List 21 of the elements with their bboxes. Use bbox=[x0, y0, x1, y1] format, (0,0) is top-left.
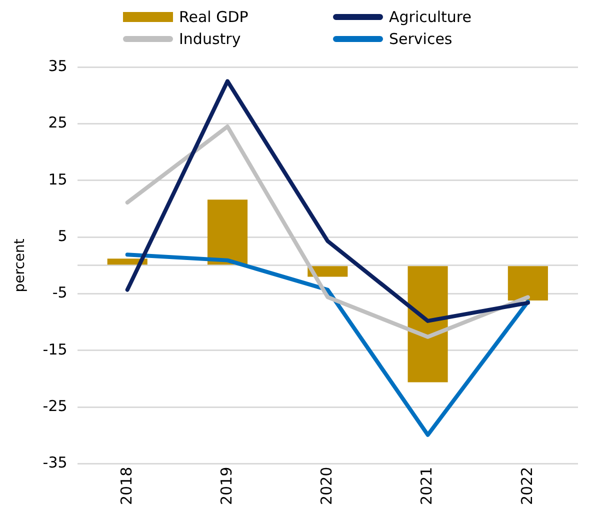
legend-label: Agriculture bbox=[389, 8, 472, 26]
legend-label: Services bbox=[389, 30, 452, 48]
y-tick-label: 15 bbox=[48, 170, 68, 188]
x-tick-label: 2022 bbox=[518, 466, 536, 506]
y-tick-label: 5 bbox=[58, 226, 68, 245]
bar bbox=[508, 266, 548, 301]
x-tick-label: 2021 bbox=[418, 466, 436, 506]
y-tick-label: 25 bbox=[48, 114, 68, 132]
x-tick-label: 2018 bbox=[117, 466, 136, 506]
y-tick-label: -5 bbox=[52, 284, 68, 302]
y-tick-label: -25 bbox=[42, 397, 68, 416]
y-tick-label: -35 bbox=[42, 454, 68, 472]
bar bbox=[408, 266, 448, 382]
bar bbox=[207, 200, 248, 265]
y-tick-label: 35 bbox=[48, 56, 68, 75]
y-axis-title: percent bbox=[12, 238, 28, 292]
legend-label: Real GDP bbox=[179, 8, 248, 26]
x-tick-label: 2020 bbox=[318, 466, 336, 506]
x-tick-label: 2019 bbox=[217, 466, 236, 506]
legend-label: Industry bbox=[179, 30, 241, 48]
y-tick-label: -15 bbox=[42, 340, 68, 358]
